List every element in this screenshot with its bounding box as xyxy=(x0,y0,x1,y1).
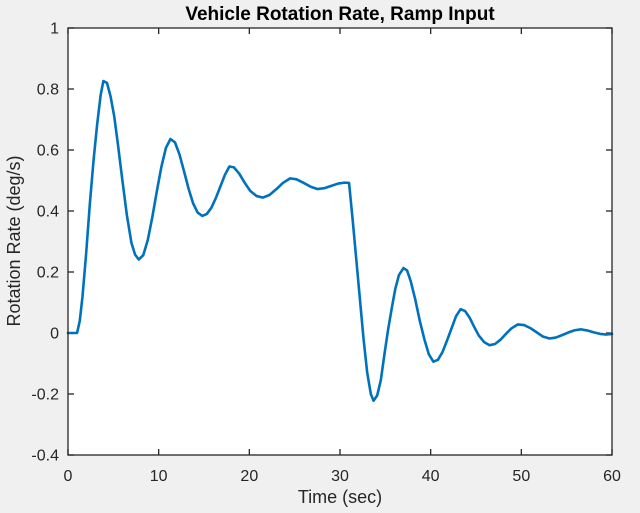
y-tick-label: 0.2 xyxy=(37,265,59,282)
y-tick-label: 1 xyxy=(50,21,59,38)
x-tick-label: 40 xyxy=(422,468,440,485)
x-tick-labels: 0 10 20 30 40 50 60 xyxy=(64,468,621,485)
y-tick-label: 0.4 xyxy=(37,204,59,221)
y-tick-labels: -0.4 -0.2 0 0.2 0.4 0.6 0.8 1 xyxy=(31,21,59,465)
x-axis-label: Time (sec) xyxy=(298,487,382,507)
y-tick-label: -0.4 xyxy=(31,448,59,465)
x-tick-label: 0 xyxy=(64,468,73,485)
x-tick-label: 10 xyxy=(150,468,168,485)
y-axis-label: Rotation Rate (deg/s) xyxy=(4,155,24,326)
y-tick-label: 0.8 xyxy=(37,82,59,99)
y-tick-label: 0 xyxy=(50,326,59,343)
x-tick-label: 50 xyxy=(512,468,530,485)
response-curve xyxy=(66,79,614,403)
axes-box xyxy=(67,27,613,456)
plot-area xyxy=(68,28,612,455)
y-tick-label: -0.2 xyxy=(31,387,59,404)
chart-title: Vehicle Rotation Rate, Ramp Input xyxy=(185,4,495,25)
x-tick-label: 30 xyxy=(331,468,349,485)
x-tick-label: 20 xyxy=(240,468,258,485)
y-tick-label: 0.6 xyxy=(37,143,59,160)
x-tick-label: 60 xyxy=(603,468,621,485)
